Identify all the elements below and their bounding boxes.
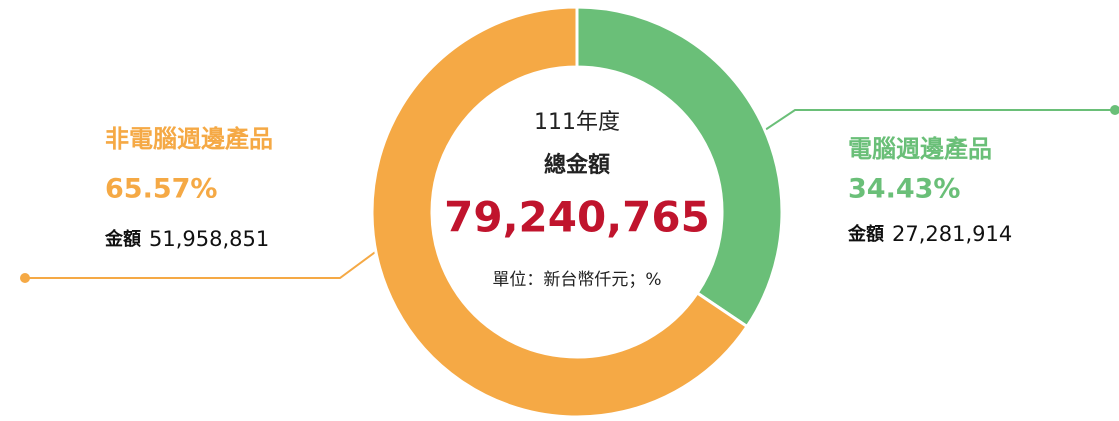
amount-label: 金額 51,958,851 bbox=[104, 227, 269, 251]
leader-dot bbox=[20, 273, 30, 283]
amount-value: 51,958,851 bbox=[149, 227, 269, 251]
total-amount: 79,240,765 bbox=[444, 193, 710, 242]
slice bbox=[370, 5, 750, 419]
percent-label: 65.57% bbox=[105, 174, 217, 205]
amount-value: 27,281,914 bbox=[892, 222, 1012, 246]
slice-label: 電腦週邊產品 34.43% 金額 27,281,914 bbox=[764, 105, 1119, 246]
leader-dot bbox=[1110, 105, 1119, 115]
center-title: 111年度 bbox=[534, 110, 620, 135]
percent-label: 34.43% bbox=[848, 174, 960, 205]
leader-line bbox=[764, 109, 1115, 131]
center-subtitle: 總金額 bbox=[544, 152, 610, 178]
slices bbox=[370, 5, 784, 419]
slice bbox=[575, 5, 784, 329]
slice-label: 非電腦週邊產品 65.57% 金額 51,958,851 bbox=[20, 125, 379, 283]
unit-note: 單位：新台幣仟元；% bbox=[492, 270, 661, 290]
amount-label: 金額 27,281,914 bbox=[847, 222, 1012, 246]
amount-prefix: 金額 bbox=[104, 228, 141, 250]
amount-prefix: 金額 bbox=[847, 223, 884, 245]
leader-line bbox=[25, 249, 379, 279]
legend-label: 電腦週邊產品 bbox=[848, 135, 992, 163]
legend-label: 非電腦週邊產品 bbox=[105, 125, 273, 153]
